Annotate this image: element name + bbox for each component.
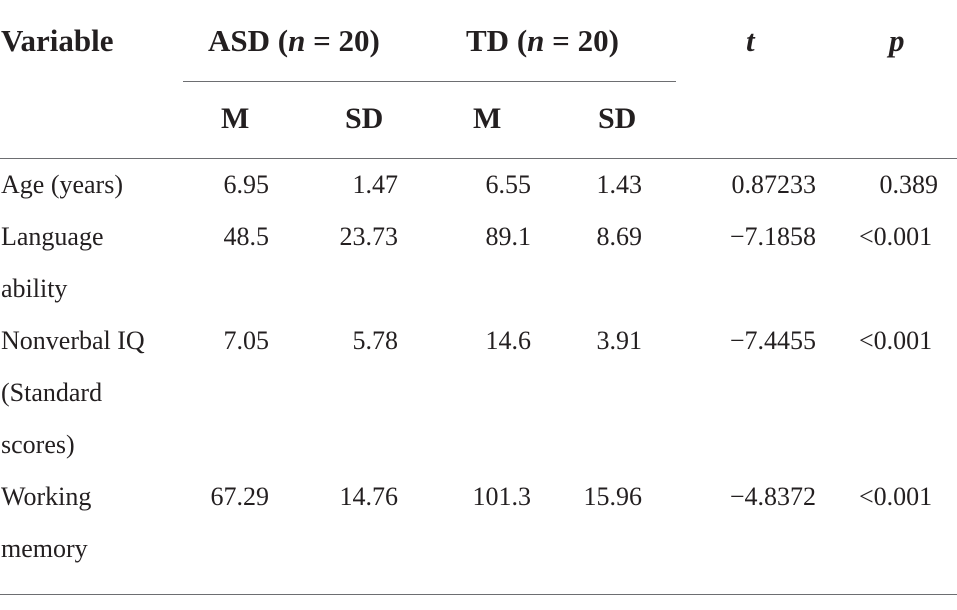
- cell-td-m: 14.6: [485, 326, 532, 355]
- cell-t: 0.87233: [731, 170, 817, 199]
- cell-td-sd: 15.96: [583, 482, 643, 511]
- row-label: Working memory: [1, 471, 91, 575]
- header-asd-n-letter: n: [288, 23, 306, 58]
- row-label-line: Nonverbal IQ: [1, 326, 145, 355]
- cell-asd-m: 48.5: [223, 222, 270, 251]
- row-label: Age (years): [1, 159, 123, 211]
- cell-td-sd: 3.91: [596, 326, 643, 355]
- row-label-line: Age (years): [1, 170, 123, 199]
- cell-td-sd: 8.69: [596, 222, 643, 251]
- header-bottom-rule: [0, 158, 957, 159]
- cell-asd-m: 6.95: [223, 170, 270, 199]
- cell-t: −4.8372: [729, 482, 816, 511]
- header-asd-label: ASD: [208, 23, 271, 58]
- header-asd-sd: SD: [345, 102, 384, 135]
- cell-asd-sd: 23.73: [339, 222, 399, 251]
- row-label-line: Working: [1, 482, 92, 511]
- row-label-line: Language: [1, 222, 104, 251]
- cell-t: −7.1858: [729, 222, 816, 251]
- row-label-line: scores): [1, 430, 75, 459]
- cell-asd-sd: 1.47: [352, 170, 399, 199]
- header-variable: Variable: [1, 23, 114, 58]
- row-label: Nonverbal IQ (Standard scores): [1, 315, 145, 471]
- cell-td-sd: 1.43: [596, 170, 643, 199]
- header-td-m: M: [473, 102, 502, 135]
- row-label-line: (Standard: [1, 378, 103, 407]
- cell-asd-m: 67.29: [210, 482, 270, 511]
- cell-td-m: 101.3: [472, 482, 532, 511]
- header-p: p: [889, 23, 905, 58]
- header-asd-group: ASD (n = 20): [208, 25, 380, 56]
- header-td-label: TD: [466, 23, 510, 58]
- row-label-line: memory: [1, 534, 88, 563]
- cell-p: <0.001: [859, 482, 933, 511]
- cell-td-m: 6.55: [485, 170, 532, 199]
- cell-asd-sd: 14.76: [339, 482, 399, 511]
- table-bottom-rule: [0, 594, 957, 595]
- header-td-sd: SD: [598, 102, 637, 135]
- header-asd-m: M: [221, 102, 250, 135]
- row-label: Language ability: [1, 211, 104, 315]
- cell-t: −7.4455: [729, 326, 816, 355]
- header-td-open-paren: (: [516, 23, 528, 58]
- cell-p: 0.389: [879, 170, 939, 199]
- header-td-n-value: = 20): [544, 23, 619, 58]
- header-t: t: [746, 23, 755, 58]
- cell-p: <0.001: [859, 222, 933, 251]
- header-asd-open-paren: (: [277, 23, 289, 58]
- cell-asd-m: 7.05: [223, 326, 270, 355]
- group-header-rule: [183, 81, 676, 82]
- header-td-group: TD (n = 20): [466, 25, 619, 56]
- cell-td-m: 89.1: [485, 222, 532, 251]
- cell-asd-sd: 5.78: [352, 326, 399, 355]
- row-label-line: ability: [1, 274, 68, 303]
- header-asd-n-value: = 20): [305, 23, 380, 58]
- header-td-n-letter: n: [527, 23, 545, 58]
- cell-p: <0.001: [859, 326, 933, 355]
